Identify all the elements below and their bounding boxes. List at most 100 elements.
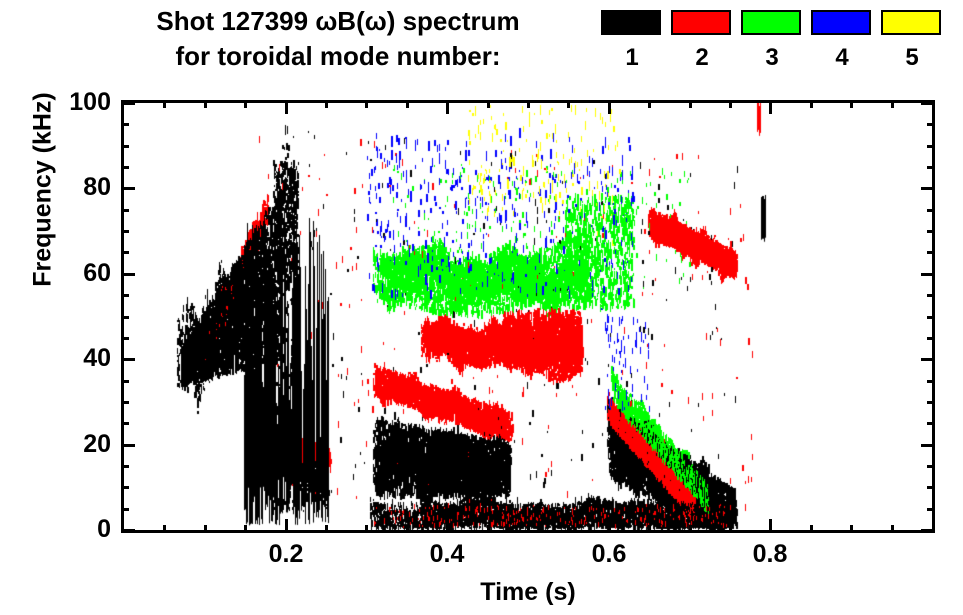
y-tick-label: 0 [97,515,111,543]
y-minor-tick-right [927,486,935,489]
x-minor-tick [810,525,813,533]
y-tick-label: 40 [83,344,111,372]
y-minor-tick-right [927,337,935,340]
y-major-tick [121,187,135,190]
x-minor-tick [204,525,207,533]
y-minor-tick-right [927,230,935,233]
x-minor-tick-top [810,100,813,108]
y-major-tick-right [921,102,935,105]
x-minor-tick-top [163,100,166,108]
y-major-tick [121,529,135,532]
x-minor-tick-top [487,100,490,108]
x-major-tick-top [446,100,449,114]
legend-swatch-2 [671,10,731,35]
x-minor-tick [527,525,530,533]
x-minor-tick-top [365,100,368,108]
title-line-2: for toroidal mode number: [175,41,501,71]
y-minor-tick [121,380,129,383]
x-minor-tick-top [527,100,530,108]
y-major-tick [121,444,135,447]
x-major-tick [285,519,288,533]
legend-item-4: 4 [811,10,873,71]
y-minor-tick-right [927,166,935,169]
y-minor-tick [121,145,129,148]
y-minor-tick [121,508,129,511]
legend-swatch-3 [741,10,801,35]
y-minor-tick [121,251,129,254]
y-minor-tick [121,316,129,319]
x-minor-tick [244,525,247,533]
y-minor-tick-right [927,508,935,511]
legend-swatch-1 [601,10,661,35]
y-minor-tick [121,337,129,340]
figure-title: Shot 127399 ωB(ω) spectrum for toroidal … [108,4,568,74]
y-minor-tick-right [927,422,935,425]
y-minor-tick [121,422,129,425]
x-major-tick-top [608,100,611,114]
y-minor-tick [121,294,129,297]
x-minor-tick [850,525,853,533]
legend-item-2: 2 [671,10,733,71]
y-major-tick-right [921,273,935,276]
y-minor-tick-right [927,316,935,319]
x-major-tick-top [769,100,772,114]
x-minor-tick-top [850,100,853,108]
x-minor-tick-top [406,100,409,108]
title-line-1: Shot 127399 ωB(ω) spectrum [156,6,520,36]
x-minor-tick [648,525,651,533]
spectrogram-canvas [124,103,932,530]
x-axis-title: Time (s) [480,578,576,606]
y-minor-tick [121,166,129,169]
x-minor-tick [163,525,166,533]
x-tick-label: 0.8 [752,540,788,568]
x-minor-tick-top [244,100,247,108]
y-minor-tick-right [927,401,935,404]
x-minor-tick [567,525,570,533]
legend-item-5: 5 [881,10,943,71]
y-minor-tick [121,465,129,468]
y-tick-label: 60 [83,259,111,287]
x-minor-tick-top [648,100,651,108]
legend-swatch-4 [811,10,871,35]
x-minor-tick [406,525,409,533]
x-minor-tick [365,525,368,533]
legend-label-2: 2 [695,44,709,71]
legend-label-5: 5 [905,44,919,71]
x-minor-tick-top [325,100,328,108]
y-minor-tick [121,209,129,212]
y-minor-tick-right [927,209,935,212]
y-minor-tick-right [927,251,935,254]
x-major-tick-top [285,100,288,114]
legend-label-3: 3 [765,44,779,71]
y-major-tick-right [921,529,935,532]
x-minor-tick-top [729,100,732,108]
legend-label-1: 1 [625,44,639,71]
y-minor-tick-right [927,380,935,383]
y-major-tick [121,102,135,105]
y-minor-tick-right [927,145,935,148]
x-minor-tick [689,525,692,533]
x-major-tick [608,519,611,533]
y-major-tick [121,358,135,361]
x-minor-tick-top [204,100,207,108]
legend-swatch-5 [881,10,941,35]
x-minor-tick [487,525,490,533]
y-minor-tick [121,123,129,126]
x-major-tick [446,519,449,533]
y-tick-label: 80 [83,173,111,201]
x-minor-tick-top [567,100,570,108]
y-minor-tick [121,486,129,489]
x-minor-tick [325,525,328,533]
x-minor-tick [729,525,732,533]
legend-item-3: 3 [741,10,803,71]
y-minor-tick-right [927,294,935,297]
x-tick-label: 0.6 [591,540,627,568]
y-major-tick-right [921,358,935,361]
y-minor-tick-right [927,465,935,468]
legend-label-4: 4 [835,44,849,71]
y-major-tick-right [921,444,935,447]
y-minor-tick-right [927,123,935,126]
legend: 1 2 3 4 5 [575,10,955,88]
y-axis-title: Frequency (kHz) [28,92,57,287]
